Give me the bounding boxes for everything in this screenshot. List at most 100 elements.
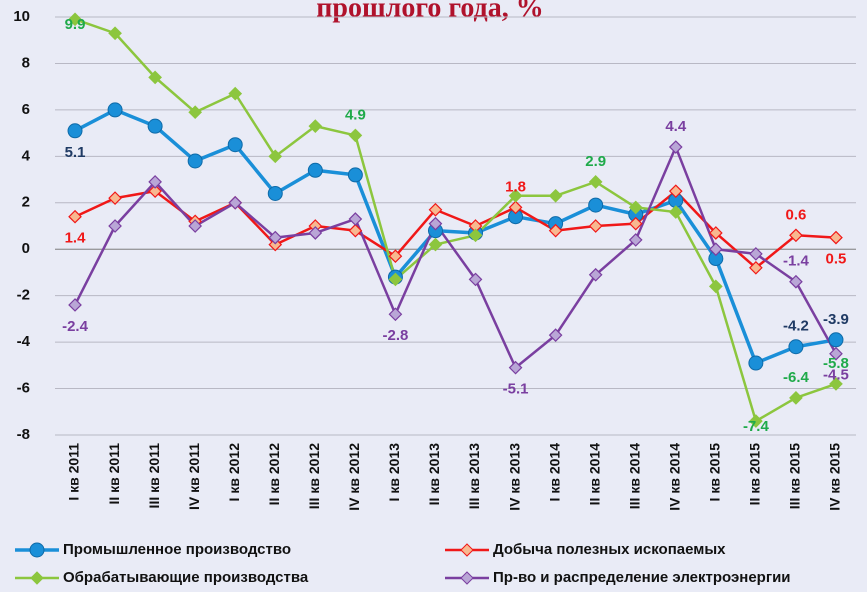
marker <box>788 339 804 355</box>
data-label: -2.4 <box>62 318 89 335</box>
marker <box>188 219 203 233</box>
series-line <box>74 18 837 423</box>
x-tick-label: III кв 2011 <box>146 443 162 509</box>
x-tick-label: IV кв 2013 <box>506 443 522 511</box>
marker <box>708 226 723 240</box>
marker <box>628 200 643 215</box>
x-tick-label: IV кв 2011 <box>186 443 202 510</box>
series-line <box>74 189 837 270</box>
data-label: -3.9 <box>823 311 849 328</box>
marker <box>628 216 643 231</box>
data-label: -1.4 <box>783 253 810 270</box>
marker <box>388 272 403 287</box>
data-label: 0.6 <box>785 206 806 223</box>
x-tick-label: II кв 2012 <box>266 443 282 506</box>
x-tick-label: III кв 2015 <box>787 443 803 509</box>
marker <box>348 212 363 226</box>
marker <box>548 188 563 203</box>
legend-marker <box>30 571 44 585</box>
marker <box>347 167 363 183</box>
data-label: 5.1 <box>65 144 86 161</box>
marker <box>468 228 483 243</box>
marker <box>748 355 764 371</box>
marker <box>307 162 323 178</box>
data-label: 1.4 <box>65 230 87 247</box>
series-line <box>73 145 838 369</box>
data-label: -5.1 <box>503 381 529 398</box>
data-label: 4.4 <box>665 118 687 135</box>
marker <box>468 272 483 287</box>
marker <box>668 205 683 219</box>
marker <box>348 223 363 238</box>
marker <box>187 153 203 169</box>
marker <box>789 274 803 289</box>
data-label: -7.4 <box>743 418 770 435</box>
data-label: 4.9 <box>345 106 366 123</box>
legend-label: Обрабатывающие производства <box>63 569 309 586</box>
marker <box>628 233 643 247</box>
y-tick-label: 8 <box>22 54 30 71</box>
data-label: -4.5 <box>823 367 849 384</box>
marker <box>67 123 83 139</box>
marker <box>388 249 403 264</box>
marker <box>108 191 122 205</box>
marker <box>148 175 162 189</box>
marker <box>388 307 403 322</box>
legend-marker <box>460 543 474 557</box>
y-tick-label: 4 <box>22 147 31 164</box>
marker <box>228 86 243 101</box>
data-label: 0.5 <box>826 251 847 268</box>
marker <box>267 185 283 201</box>
marker <box>428 202 443 217</box>
y-tick-label: -2 <box>17 287 30 304</box>
x-tick-label: II кв 2014 <box>586 443 602 506</box>
y-tick-label: -6 <box>17 380 30 397</box>
marker <box>228 195 243 210</box>
marker <box>428 237 443 252</box>
series-line <box>74 108 837 365</box>
marker <box>268 149 283 164</box>
marker <box>308 119 323 133</box>
marker <box>829 377 843 391</box>
legend-label: Пр-во и распределение электроэнергии <box>493 569 791 586</box>
marker <box>548 223 563 238</box>
marker <box>749 247 763 261</box>
data-label: -5.8 <box>823 355 849 372</box>
marker <box>68 298 82 312</box>
marker <box>548 328 563 342</box>
marker <box>708 279 723 294</box>
marker <box>268 237 283 252</box>
marker <box>508 360 523 375</box>
legend-label: Промышленное производство <box>63 541 291 558</box>
marker <box>708 242 723 257</box>
x-tick-label: II кв 2011 <box>106 443 122 505</box>
data-label: -2.8 <box>382 327 408 344</box>
marker <box>828 332 844 348</box>
marker <box>508 188 523 203</box>
marker <box>588 267 603 282</box>
x-tick-label: III кв 2012 <box>306 443 322 509</box>
marker <box>268 230 283 245</box>
x-tick-label: I кв 2015 <box>707 443 723 502</box>
marker <box>227 137 243 153</box>
data-label: 9.9 <box>65 16 86 33</box>
data-label: -4.2 <box>783 318 809 335</box>
data-label: 1.8 <box>505 178 526 195</box>
marker <box>789 228 803 243</box>
data-label: 2.9 <box>585 153 606 170</box>
marker <box>107 102 123 118</box>
x-tick-label: II кв 2015 <box>747 443 763 506</box>
data-label: -6.4 <box>783 369 810 386</box>
x-tick-label: II кв 2013 <box>426 443 442 506</box>
marker <box>148 70 162 85</box>
legend-marker <box>29 542 45 558</box>
marker <box>668 140 683 154</box>
y-tick-label: -8 <box>17 426 30 443</box>
marker <box>308 226 323 240</box>
y-tick-label: 0 <box>22 240 30 257</box>
y-tick-label: 10 <box>13 8 30 25</box>
x-tick-label: III кв 2013 <box>466 443 482 509</box>
x-tick-label: IV кв 2015 <box>827 443 843 511</box>
y-tick-label: 6 <box>22 101 30 118</box>
